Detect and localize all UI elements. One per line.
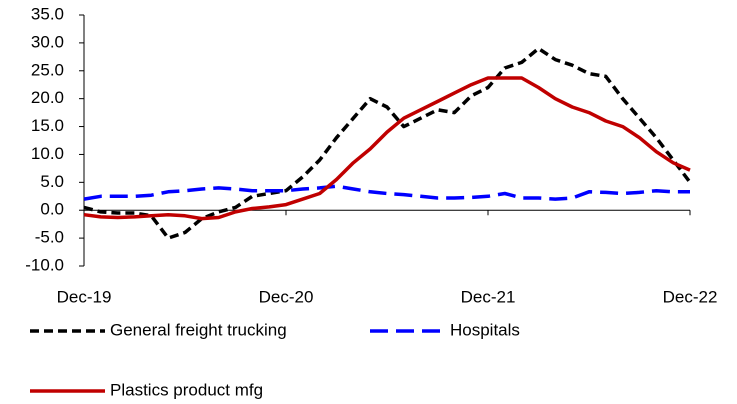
y-tick-label: 30.0 bbox=[31, 32, 64, 51]
y-tick-label: 10.0 bbox=[31, 144, 64, 163]
series-line bbox=[83, 184, 690, 201]
legend-label: Plastics product mfg bbox=[110, 380, 263, 399]
legend-label: Hospitals bbox=[450, 320, 520, 339]
y-tick-label: 5.0 bbox=[40, 172, 64, 191]
y-tick-label: 25.0 bbox=[31, 60, 64, 79]
y-tick-label: -10.0 bbox=[25, 255, 64, 274]
y-tick-label: 35.0 bbox=[31, 4, 64, 23]
y-tick-label: 15.0 bbox=[31, 116, 64, 135]
x-tick-label: Dec-19 bbox=[57, 287, 112, 306]
x-tick-label: Dec-22 bbox=[663, 287, 718, 306]
y-tick-label: -5.0 bbox=[35, 228, 64, 247]
y-tick-label: 20.0 bbox=[31, 88, 64, 107]
legend-label: General freight trucking bbox=[110, 320, 287, 339]
x-tick-label: Dec-21 bbox=[461, 287, 516, 306]
y-tick-label: 0.0 bbox=[40, 200, 64, 219]
series-line bbox=[83, 76, 691, 221]
series-line bbox=[83, 46, 692, 240]
x-tick-label: Dec-20 bbox=[259, 287, 314, 306]
